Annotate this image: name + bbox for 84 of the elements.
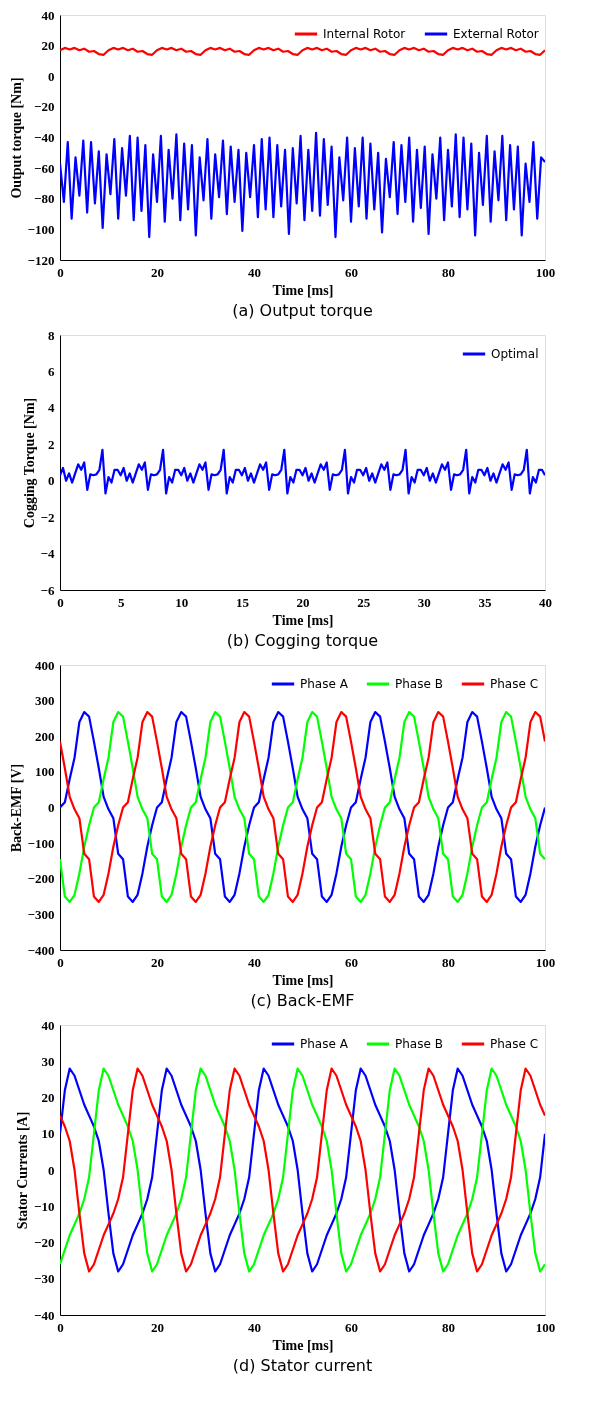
y-tick-label: 40 — [41, 1017, 55, 1033]
legend-label: Optimal — [491, 347, 539, 361]
text: (a) Output torque — [232, 301, 373, 320]
x-tick-label: 25 — [357, 594, 371, 610]
y-tick-label: −120 — [27, 252, 55, 268]
y-tick-label: 30 — [41, 1053, 55, 1069]
y-tick-label: 300 — [35, 693, 55, 709]
y-tick-label: 4 — [48, 400, 55, 416]
y-tick-label: 20 — [41, 1090, 55, 1105]
x-tick-label: 100 — [535, 264, 556, 280]
x-tick-label: 40 — [248, 954, 261, 970]
text: (d) Stator current — [232, 1356, 373, 1375]
x-tick-label: 20 — [151, 1319, 164, 1335]
x-axis-title: Time [ms] — [272, 612, 334, 628]
x-tick-label: 20 — [151, 954, 164, 970]
line-series — [60, 46, 545, 56]
x-tick-label: 60 — [345, 264, 358, 280]
y-tick-label: 0 — [48, 473, 55, 489]
x-axis-title: Time [ms] — [272, 972, 334, 988]
x-tick-label: 80 — [442, 954, 455, 970]
y-tick-label: −200 — [27, 871, 55, 887]
y-tick-label: −80 — [34, 191, 55, 207]
legend-label: Phase A — [300, 1037, 349, 1051]
y-tick-label: 10 — [41, 1126, 55, 1142]
y-tick-label: 20 — [41, 38, 55, 54]
y-tick-label: −2 — [40, 509, 55, 525]
legend-label: Phase C — [490, 677, 539, 691]
x-tick-label: 40 — [539, 594, 552, 610]
x-tick-label: 20 — [151, 264, 164, 280]
y-tick-label: 40 — [41, 7, 55, 23]
x-tick-label: 40 — [248, 264, 261, 280]
x-tick-label: 60 — [345, 1319, 358, 1335]
line-series — [60, 1067, 545, 1273]
legend-label: Phase A — [300, 677, 349, 691]
y-tick-label: −30 — [34, 1271, 55, 1287]
y-tick-label: −60 — [34, 160, 55, 176]
x-tick-label: 60 — [345, 954, 358, 970]
legend-label: Phase B — [395, 1037, 443, 1051]
y-tick-label: 100 — [35, 764, 55, 780]
y-tick-label: 0 — [48, 800, 55, 815]
line-series — [60, 131, 545, 239]
x-axis-title: Time [ms] — [272, 282, 334, 298]
x-tick-label: 30 — [417, 594, 431, 610]
text: (c) Back-EMF — [250, 991, 355, 1010]
x-tick-label: 80 — [442, 1319, 455, 1335]
y-tick-label: 2 — [48, 436, 55, 452]
x-tick-label: 40 — [248, 1319, 261, 1335]
x-tick-label: 15 — [235, 594, 250, 610]
line-series — [60, 448, 545, 495]
y-tick-label: 200 — [35, 728, 55, 744]
line-series — [60, 710, 545, 904]
legend-label: Internal Rotor — [323, 27, 406, 41]
y-axis-title: Output torque [Nm] — [8, 77, 24, 199]
y-axis-title: Stator Currents [A] — [15, 1111, 31, 1230]
x-tick-label: 10 — [175, 594, 189, 610]
y-tick-label: 8 — [48, 327, 55, 343]
y-tick-label: −6 — [40, 582, 55, 598]
x-tick-label: 5 — [117, 594, 125, 610]
y-tick-label: −40 — [34, 1307, 55, 1323]
x-axis-title: Time [ms] — [272, 1337, 334, 1353]
y-tick-label: −400 — [27, 942, 55, 958]
y-tick-label: −4 — [40, 546, 55, 562]
text: (b) Cogging torque — [226, 631, 379, 650]
x-tick-label: 100 — [535, 954, 556, 970]
y-tick-label: 0 — [48, 1162, 55, 1178]
y-tick-label: −100 — [27, 221, 55, 237]
y-axis-title: Back-EMF [V] — [8, 763, 24, 853]
y-tick-label: −20 — [34, 1235, 55, 1250]
y-tick-label: −40 — [34, 130, 55, 145]
x-tick-label: 100 — [535, 1319, 556, 1335]
y-tick-label: −10 — [34, 1198, 55, 1214]
x-tick-label: 35 — [478, 594, 492, 610]
x-tick-label: 80 — [442, 264, 455, 280]
y-tick-label: −20 — [34, 99, 55, 115]
legend-label: External Rotor — [453, 27, 539, 41]
legend-label: Phase C — [490, 1037, 539, 1051]
y-tick-label: −100 — [27, 835, 55, 851]
y-tick-label: −300 — [27, 906, 55, 922]
y-tick-label: 400 — [35, 657, 55, 673]
y-tick-label: 0 — [48, 68, 55, 84]
y-axis-title: Cogging Torque [Nm] — [21, 397, 37, 529]
x-tick-label: 20 — [296, 594, 310, 610]
y-tick-label: 6 — [48, 363, 55, 379]
legend-label: Phase B — [395, 677, 443, 691]
